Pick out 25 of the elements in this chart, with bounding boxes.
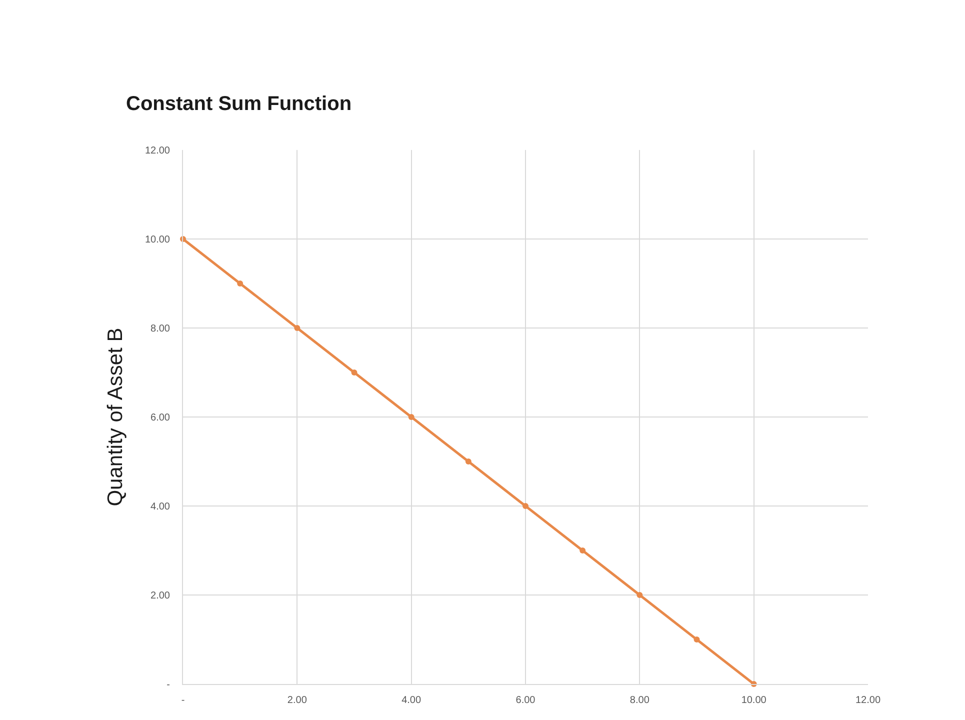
x-tick-label: - bbox=[181, 695, 185, 706]
y-tick-label: 12.00 bbox=[144, 146, 170, 156]
point bbox=[580, 548, 586, 554]
point bbox=[408, 414, 414, 420]
x-tick-label: 10.00 bbox=[741, 695, 767, 706]
y-axis-title: Quantity of Asset B bbox=[104, 328, 128, 506]
y-tick-label: 2.00 bbox=[150, 590, 170, 602]
x-tick-label: 8.00 bbox=[630, 695, 650, 706]
chart-title: Constant Sum Function bbox=[126, 93, 352, 115]
point bbox=[294, 325, 300, 331]
y-tick-label: 8.00 bbox=[150, 324, 170, 334]
y-tick-label: 4.00 bbox=[150, 502, 170, 512]
x-tick-label: 2.00 bbox=[287, 695, 308, 706]
point bbox=[694, 636, 700, 642]
point bbox=[636, 592, 643, 598]
point bbox=[351, 370, 358, 376]
x-tick-label: 4.00 bbox=[402, 695, 422, 706]
point bbox=[465, 458, 472, 464]
y-tick-label: 6.00 bbox=[150, 412, 170, 424]
x-tick-label: 6.00 bbox=[516, 695, 536, 706]
x-tick-label: 12.00 bbox=[855, 695, 881, 706]
y-tick-label: 10.00 bbox=[144, 234, 170, 246]
point bbox=[237, 280, 244, 286]
point bbox=[522, 503, 528, 509]
y-tick-label: - bbox=[166, 680, 170, 690]
